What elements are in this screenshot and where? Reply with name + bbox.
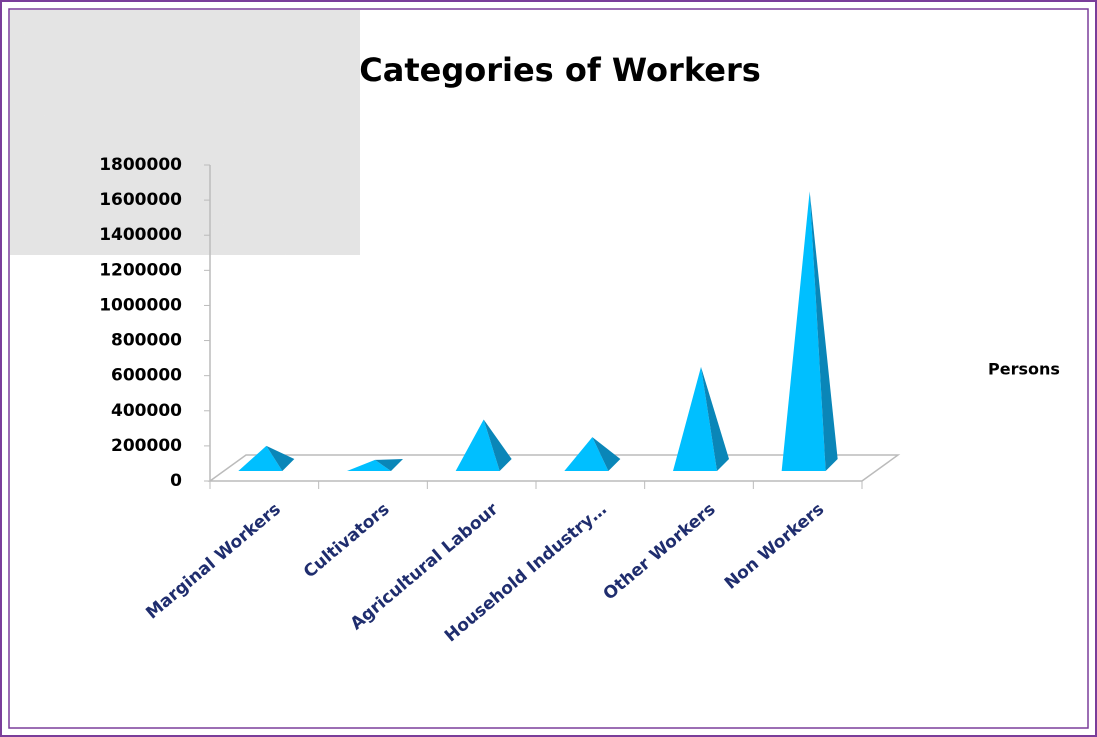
y-tick-label: 400000: [111, 401, 182, 421]
x-tick-label: Non Workers: [721, 499, 828, 593]
x-tick-label: Marginal Workers: [142, 499, 284, 623]
y-tick-label: 1600000: [99, 190, 182, 210]
y-tick-label: 800000: [111, 331, 182, 351]
y-tick-label: 1400000: [99, 225, 182, 245]
bar-face: [701, 366, 729, 471]
bar-face: [673, 366, 717, 471]
x-tick-label: Cultivators: [300, 499, 393, 582]
legend-entry: Persons: [988, 360, 1060, 379]
bar: [781, 191, 838, 472]
y-tick-label: 200000: [111, 436, 182, 456]
bar-face: [781, 191, 826, 472]
bar-face: [266, 445, 295, 471]
bar-face: [483, 419, 512, 471]
bar-face: [375, 459, 403, 471]
bar: [673, 366, 729, 471]
y-tick-label: 1200000: [99, 260, 182, 280]
bar-face: [347, 459, 391, 471]
texture: [10, 10, 360, 255]
y-tick-label: 600000: [111, 366, 182, 386]
bar-face: [809, 191, 838, 472]
bar-face: [592, 437, 621, 471]
x-tick-label: Other Workers: [600, 499, 720, 604]
chart-title: Categories of Workers: [359, 51, 761, 89]
y-tick-label: 1000000: [99, 295, 182, 315]
bar-face: [564, 437, 609, 471]
bar: [238, 445, 295, 471]
bar: [347, 459, 403, 471]
bar-face: [455, 419, 500, 471]
y-tick-label: 1800000: [99, 155, 182, 175]
bar: [455, 419, 512, 471]
y-tick-label: 0: [170, 471, 182, 491]
inner-frame: [8, 8, 1089, 729]
bar: [564, 437, 621, 471]
bar-face: [238, 445, 283, 471]
